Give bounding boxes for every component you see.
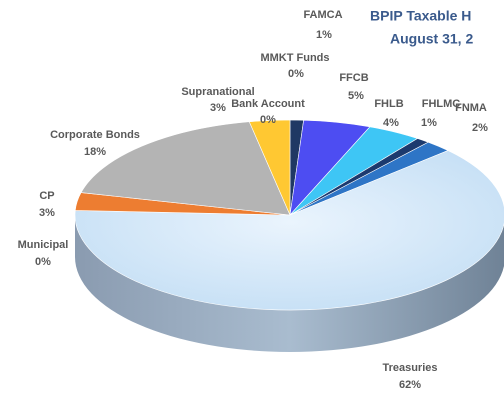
slice-value-label: 5%: [348, 90, 364, 102]
slice-label: Bank Account: [231, 98, 305, 110]
slice-label: Corporate Bonds: [50, 129, 140, 141]
slice-value-label: 0%: [260, 114, 276, 126]
slice-label: FFCB: [339, 72, 368, 84]
slice-label: CP: [39, 190, 54, 202]
slice-label: FHLB: [374, 98, 403, 110]
slice: [80, 121, 291, 216]
slice-label: FHLMC: [422, 98, 461, 110]
chart-title: BPIP Taxable H: [370, 8, 471, 24]
slice-value-label: 18%: [84, 146, 106, 158]
slice-value-label: 0%: [35, 256, 51, 268]
chart-subtitle: August 31, 2: [390, 31, 473, 47]
slice-value-label: 3%: [39, 207, 55, 219]
slice-side: [75, 215, 504, 352]
slice: [248, 119, 291, 216]
slice-value-label: 1%: [316, 29, 332, 41]
slice-label: Municipal: [18, 239, 69, 251]
slice-value-label: 0%: [288, 68, 304, 80]
slice: [74, 150, 504, 311]
slice-value-label: 2%: [472, 122, 488, 134]
slice-value-label: 3%: [210, 102, 226, 114]
slice-label: Supranational: [181, 86, 254, 98]
slice-label: Treasuries: [382, 362, 437, 374]
slice-value-label: 1%: [421, 117, 437, 129]
slice-value-label: 62%: [399, 379, 421, 391]
slice-label: MMKT Funds: [260, 52, 329, 64]
slice-label: FNMA: [455, 102, 487, 114]
slice-value-label: 4%: [383, 117, 399, 129]
slice-label: FAMCA: [303, 9, 342, 21]
